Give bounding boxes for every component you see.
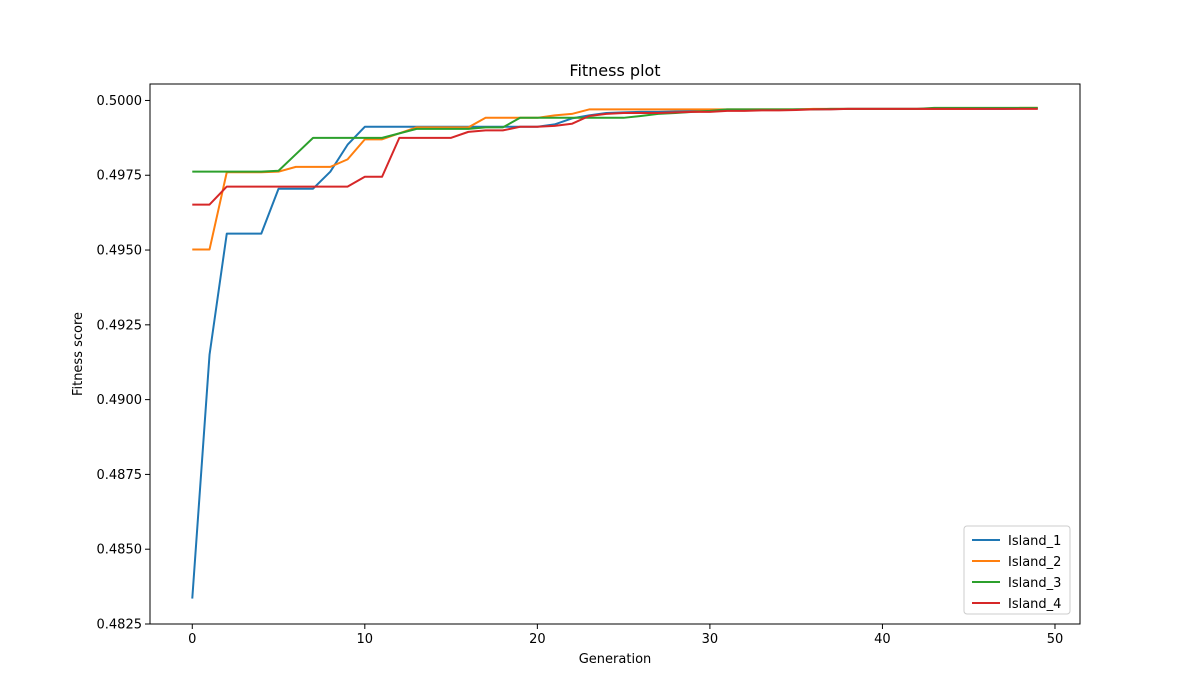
- x-tick-label: 0: [188, 632, 196, 647]
- y-axis: 0.4825 0.4850 0.4875 0.4900 0.4925 0.4950 0.49…: [97, 94, 150, 633]
- y-tick-label: 0.4825: [97, 618, 143, 633]
- x-tick-label: 50: [1047, 632, 1064, 647]
- x-tick-label: 20: [529, 632, 546, 647]
- y-tick-label: 0.4900: [97, 393, 143, 408]
- x-tick-label: 30: [702, 632, 719, 647]
- legend-box: [963, 525, 1071, 615]
- x-axis: 0 10 20 30 40 50: [188, 624, 1063, 647]
- x-tick-label: 10: [357, 632, 374, 647]
- y-tick-label: 0.4950: [97, 244, 143, 259]
- chart-title: Fitness plot: [569, 61, 660, 80]
- series-line-island-2: [192, 106, 1038, 251]
- series-line-island-4: [192, 107, 1038, 206]
- legend: Island_1 Island_2 Island_3 Island_4: [963, 525, 1071, 615]
- legend-label: Island_1: [1008, 534, 1061, 549]
- x-axis-label: Generation: [579, 652, 652, 667]
- plot-area: [191, 106, 1038, 599]
- series-line-island-1: [191, 107, 1038, 599]
- plot-frame: [149, 83, 1081, 625]
- y-tick-label: 0.4875: [97, 468, 143, 483]
- legend-label: Island_3: [1008, 576, 1061, 591]
- y-tick-label: 0.5000: [97, 94, 143, 109]
- series-line-island-3: [192, 106, 1038, 173]
- y-tick-label: 0.4925: [97, 318, 143, 333]
- legend-label: Island_2: [1008, 555, 1061, 570]
- y-tick-label: 0.4975: [97, 169, 143, 184]
- x-tick-label: 40: [874, 632, 891, 647]
- legend-label: Island_4: [1008, 597, 1061, 612]
- y-tick-label: 0.4850: [97, 543, 143, 558]
- y-axis-label: Fitness score: [71, 312, 86, 396]
